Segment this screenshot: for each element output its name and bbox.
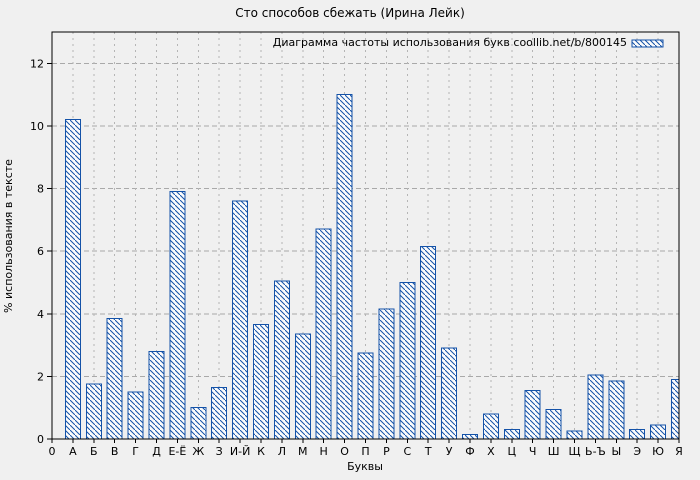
bar-Ч (524, 389, 541, 439)
bar-П (357, 352, 374, 439)
x-tick-label: Х (487, 445, 495, 458)
x-tick-label: Н (320, 445, 328, 458)
x-axis-label: Буквы (347, 460, 383, 473)
axis-ticks (47, 62, 680, 443)
bar-У (441, 347, 458, 439)
bar-Н (315, 228, 332, 439)
x-tick-label: Б (90, 445, 98, 458)
bar-Щ (566, 430, 583, 439)
y-tick-label: 6 (37, 245, 44, 258)
x-tick-label: В (111, 445, 119, 458)
bar-К (253, 324, 269, 439)
x-tick-label: Ж (192, 445, 204, 458)
x-tick-label: Щ (568, 445, 580, 458)
bar-Ф (462, 433, 478, 439)
bar-Х (482, 413, 499, 439)
x-tick-label: Т (424, 445, 432, 458)
bar-Т (420, 245, 437, 439)
bar-Ж (190, 407, 207, 439)
bar-Ш (545, 408, 562, 439)
legend: Диаграмма частоты использования букв coo… (273, 36, 664, 49)
x-tick-label: Ю (652, 445, 664, 458)
bar-Ц (503, 429, 520, 439)
bar-С (399, 281, 416, 439)
x-tick-label: Ц (508, 445, 517, 458)
bar-Л (273, 280, 290, 439)
x-tick-label: Ф (465, 445, 474, 458)
bar-В (106, 317, 123, 439)
x-tick-label: У (446, 445, 453, 458)
x-tick-label: П (361, 445, 369, 458)
bar-Ы (608, 380, 625, 439)
y-tick-label: 10 (30, 120, 44, 133)
legend-label: Диаграмма частоты использования букв coo… (273, 36, 627, 49)
x-tick-label: Ч (529, 445, 537, 458)
x-tick-label: Ы (611, 445, 621, 458)
x-tick-label: А (69, 445, 77, 458)
x-tick-label: Ш (548, 445, 560, 458)
x-tick-label: И-Й (230, 445, 250, 458)
y-tick-label: 2 (37, 370, 44, 383)
bar-Б (85, 383, 102, 439)
bar-Э (629, 429, 646, 439)
x-tick-label: М (298, 445, 308, 458)
bar-Г (127, 391, 144, 439)
bar-Р (378, 308, 395, 439)
x-tick-label: Р (383, 445, 390, 458)
gridlines (52, 32, 679, 439)
x-tick-label: С (403, 445, 411, 458)
legend-key-swatch (631, 39, 664, 48)
y-tick-label: 8 (37, 183, 44, 196)
x-tick-label: Я (675, 445, 683, 458)
bar-Д (148, 350, 165, 439)
y-axis-label: % использования в тексте (2, 159, 15, 313)
bar-М (294, 333, 311, 439)
x-tick-label: Д (152, 445, 161, 458)
bar-Е-Ё (169, 191, 186, 439)
bars-group (64, 94, 679, 439)
x-tick-label: К (257, 445, 265, 458)
y-tick-label: 4 (37, 308, 44, 321)
bar-Ь-Ъ (587, 374, 604, 439)
x-tick-label: Л (278, 445, 286, 458)
x-tick-label: 0 (49, 445, 56, 458)
bar-З (211, 386, 228, 439)
bar-Я (671, 379, 679, 439)
bar-А (64, 119, 81, 439)
x-tick-label: Г (132, 445, 139, 458)
bar-О (336, 94, 353, 439)
y-tick-label: 12 (30, 57, 44, 70)
chart-title: Сто способов сбежать (Ирина Лейк) (235, 6, 465, 20)
bar-И-Й (232, 200, 249, 439)
x-tick-label: З (216, 445, 223, 458)
x-tick-label: Э (633, 445, 641, 458)
x-tick-label: О (340, 445, 349, 458)
y-tick-label: 0 (37, 433, 44, 446)
x-tick-label: Ь-Ъ (585, 445, 606, 458)
x-tick-label: Е-Ё (168, 445, 186, 458)
bar-Ю (650, 424, 667, 439)
